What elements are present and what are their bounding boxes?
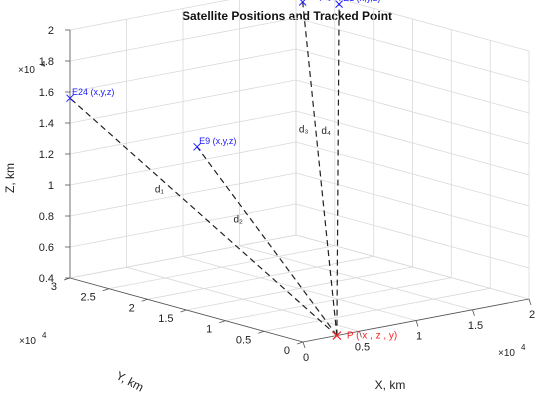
y-tick-label: 3 (51, 281, 57, 293)
y-axis-label: Y, km (114, 368, 146, 394)
chart-title: Satellite Positions and Tracked Point (182, 9, 392, 23)
back-wall-grid-line (69, 0, 230, 31)
range-line (302, 1, 338, 336)
z-exponent-power: 4 (41, 60, 46, 69)
floor-grid-line (108, 245, 335, 290)
y-tick-label: 0.5 (236, 334, 251, 346)
x-tick-label: 1 (416, 331, 422, 343)
y-tick-label: 1.5 (158, 313, 173, 325)
side-wall-grid-line (295, 172, 530, 238)
side-wall-grid-line (295, 110, 530, 176)
side-wall-grid-line (295, 79, 530, 145)
grid (69, 0, 530, 343)
x-tick-mark (302, 341, 306, 349)
x-tick-mark (415, 320, 419, 327)
distance-label: d₂ (233, 215, 243, 226)
y-tick-mark (180, 309, 187, 313)
floor-grid-line (264, 287, 491, 332)
back-wall-grid-line (69, 48, 297, 93)
x-tick-label: 2 (529, 309, 535, 321)
satellite-label: E24 (x,y,z) (72, 87, 114, 97)
z-exponent-base: ×10 (18, 65, 35, 76)
y-tick-mark (296, 341, 304, 345)
y-tick-mark (219, 320, 226, 324)
y-exponent: ×10 4 (19, 331, 47, 347)
y-tick-mark (102, 288, 109, 292)
x-tick-mark (528, 298, 532, 306)
back-wall-grid-line (69, 141, 297, 186)
back-wall-grid-line (69, 172, 297, 217)
side-wall-grid-line (295, 48, 530, 114)
side-wall-grid-line (341, 0, 530, 52)
x-axis-label: X, km (375, 378, 406, 392)
z-tick-label: 1.6 (39, 87, 54, 99)
side-wall-grid-line (295, 234, 530, 300)
x-tick-label: 1.5 (468, 320, 483, 332)
data-marks: d₁ E24 (x,y,z) d₂ E9 (x,y,z) d₃ E26 (x,y,z) d₄… (66, 0, 397, 342)
floor-grid-line (186, 266, 413, 311)
z-axis-label: Z, km (3, 163, 17, 193)
y-tick-label: 0 (284, 345, 290, 357)
y-exponent-power: 4 (42, 331, 47, 340)
y-tick-mark (258, 330, 265, 334)
x-tick-label: 0.5 (355, 341, 370, 353)
satellite-marker (298, 0, 306, 6)
satellite-label: E26 (x,y,z) (300, 0, 342, 1)
y-exponent-base: ×10 (19, 336, 36, 347)
range-line (69, 97, 338, 337)
y-tick-label: 2 (129, 302, 135, 314)
satellite-marker (335, 0, 343, 8)
z-exponent: ×10 4 (18, 60, 46, 76)
back-wall-grid-line (69, 203, 297, 248)
z-tick-label: 1.8 (39, 56, 54, 68)
z-tick-label: 1 (48, 180, 54, 192)
x-exponent-power: 4 (521, 343, 526, 352)
x-tick-label: 0 (303, 352, 309, 364)
y-tick-label: 2.5 (81, 292, 96, 304)
distance-label: d₃ (299, 125, 309, 136)
z-tick-label: 1.2 (39, 149, 54, 161)
range-line (196, 146, 338, 336)
back-wall-grid-line (69, 234, 297, 279)
x-tick-mark (472, 309, 475, 316)
back-wall-grid-line (69, 110, 297, 155)
back-wall-grid-line (69, 79, 297, 124)
distance-label: d₄ (321, 126, 331, 137)
floor-grid-line (147, 255, 374, 300)
side-wall-grid-line (295, 203, 530, 269)
y-tick-mark (141, 298, 148, 302)
x-exponent: ×10 4 (498, 343, 526, 359)
z-tick-label: 2 (48, 25, 54, 37)
tracked-point-marker (332, 331, 342, 341)
tracked-point-label: P ( x , z , y) (347, 331, 397, 342)
z-tick-label: 1.4 (39, 118, 54, 130)
satellite-marker (193, 142, 201, 151)
z-tick-label: 0.4 (39, 273, 54, 285)
range-line (336, 4, 340, 336)
floor-grid-line (225, 277, 452, 322)
z-tick-label: 0.8 (39, 211, 54, 223)
distance-label: d₁ (155, 184, 165, 195)
tick-labels: 0 0.5 1 1.5 2 0 0.5 1 1.5 2 2.5 30.4 0.6 0.8 1 1.2 1.4 1.… (39, 25, 535, 364)
back-wall-grid-line (69, 17, 297, 62)
y-tick-label: 1 (206, 324, 212, 336)
x-tick-mark (359, 331, 362, 338)
side-wall-grid-line (295, 17, 530, 83)
x-exponent-base: ×10 (498, 348, 515, 359)
side-wall-grid-line (295, 141, 530, 207)
satellite-marker (66, 94, 74, 103)
z-tick-label: 0.6 (39, 242, 54, 254)
satellite-label: E9 (x,y,z) (199, 136, 236, 146)
satellite-label: E1 (x,y,z) (343, 0, 380, 3)
